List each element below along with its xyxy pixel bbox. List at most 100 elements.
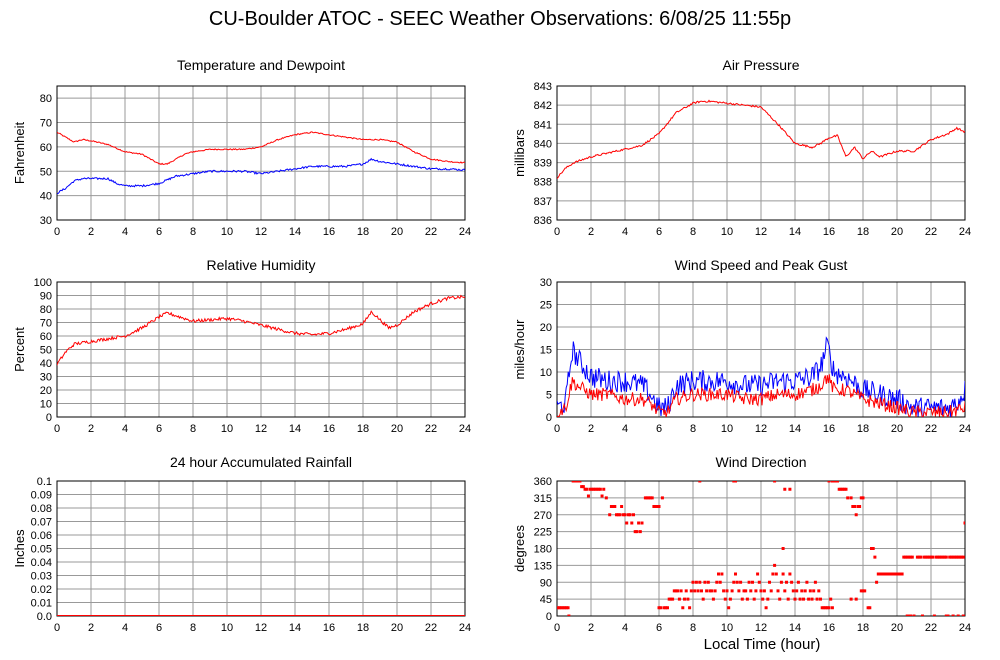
data-point — [768, 580, 771, 584]
data-point — [944, 614, 948, 616]
page-title: CU-Boulder ATOC - SEEC Weather Observati… — [208, 8, 792, 30]
data-point — [943, 555, 947, 559]
data-point — [830, 606, 834, 610]
data-point — [643, 496, 647, 500]
data-point — [586, 494, 590, 498]
x-tick-label: 6 — [156, 226, 162, 238]
x-tick-label: 14 — [789, 423, 801, 435]
x-tick-label: 20 — [391, 226, 403, 238]
y-tick-label: 15 — [540, 345, 552, 357]
data-point — [773, 563, 777, 567]
y-tick-label: 842 — [534, 100, 552, 112]
x-tick-label: 16 — [323, 226, 335, 238]
data-point — [689, 589, 693, 593]
data-point — [752, 597, 756, 601]
x-tick-label: 24 — [959, 622, 971, 634]
y-tick-label: 80 — [40, 304, 52, 316]
data-point — [730, 589, 734, 593]
y-tick-label: 60 — [40, 331, 52, 343]
y-tick-label: 80 — [40, 93, 52, 105]
data-point — [830, 481, 834, 483]
y-tick-label: 30 — [540, 277, 552, 289]
data-point — [788, 487, 792, 491]
data-point — [588, 487, 592, 491]
x-tick-label: 18 — [857, 423, 869, 435]
data-point — [732, 481, 736, 483]
data-point — [870, 547, 873, 550]
data-point — [904, 555, 907, 559]
data-point — [912, 614, 916, 616]
data-point — [677, 597, 681, 601]
data-point — [654, 505, 658, 508]
x-tick-label: 0 — [54, 226, 60, 238]
data-point — [762, 589, 766, 593]
data-point — [669, 597, 673, 601]
data-point — [564, 606, 568, 610]
data-point — [718, 580, 722, 584]
data-point — [567, 614, 571, 616]
data-point — [791, 589, 795, 593]
data-point — [611, 505, 615, 508]
plot-area-dir — [557, 481, 965, 616]
data-point — [739, 580, 743, 584]
data-point — [938, 555, 941, 559]
y-tick-label: 839 — [534, 158, 552, 170]
data-point — [657, 505, 661, 508]
data-point — [829, 597, 833, 601]
data-point — [633, 530, 637, 534]
x-tick-label: 6 — [156, 423, 162, 435]
data-point — [859, 589, 863, 593]
y-tick-label: 135 — [534, 560, 552, 572]
data-point — [866, 606, 870, 610]
data-point — [581, 485, 585, 489]
data-point — [863, 589, 867, 593]
data-point — [781, 547, 785, 550]
x-tick-label: 10 — [221, 226, 233, 238]
data-point — [616, 513, 620, 517]
data-point — [655, 505, 659, 508]
data-point — [649, 496, 652, 500]
series-line-wind-1 — [557, 374, 965, 417]
x-tick-label: 22 — [925, 622, 937, 634]
data-point — [774, 572, 778, 576]
chart-title-pressure: Air Pressure — [722, 57, 799, 73]
data-point — [827, 606, 831, 610]
data-point — [936, 555, 940, 559]
data-point — [637, 521, 641, 525]
x-tick-label: 14 — [789, 226, 801, 238]
data-point — [910, 555, 914, 559]
data-point — [615, 513, 618, 517]
data-point — [745, 597, 749, 601]
y-tick-label: 25 — [540, 300, 552, 312]
data-point — [948, 555, 952, 559]
data-point — [769, 589, 773, 593]
x-tick-label: 16 — [823, 622, 835, 634]
data-point — [757, 580, 761, 584]
data-point — [590, 487, 594, 491]
data-point — [635, 530, 639, 534]
data-point — [602, 487, 606, 491]
data-point — [815, 597, 819, 601]
plot-area-wind — [557, 336, 965, 417]
data-point — [725, 589, 729, 593]
y-tick-label: 180 — [534, 544, 552, 556]
x-tick-label: 18 — [357, 622, 369, 634]
data-point — [659, 606, 663, 610]
y-tick-label: 100 — [34, 277, 52, 289]
data-point — [703, 580, 707, 584]
y-tick-label: 50 — [40, 166, 52, 178]
data-point — [955, 555, 958, 559]
series-line-temp-1 — [57, 157, 465, 195]
x-tick-label: 14 — [289, 423, 301, 435]
x-tick-label: 0 — [54, 622, 60, 634]
x-tick-label: 10 — [721, 622, 733, 634]
x-tick-label: 2 — [588, 622, 594, 634]
y-tick-label: 70 — [40, 118, 52, 130]
y-tick-label: 30 — [40, 372, 52, 384]
data-point — [802, 597, 805, 601]
y-tick-label: 90 — [40, 291, 52, 303]
data-point — [604, 496, 608, 500]
x-tick-label: 24 — [459, 423, 471, 435]
x-tick-label: 24 — [459, 622, 471, 634]
